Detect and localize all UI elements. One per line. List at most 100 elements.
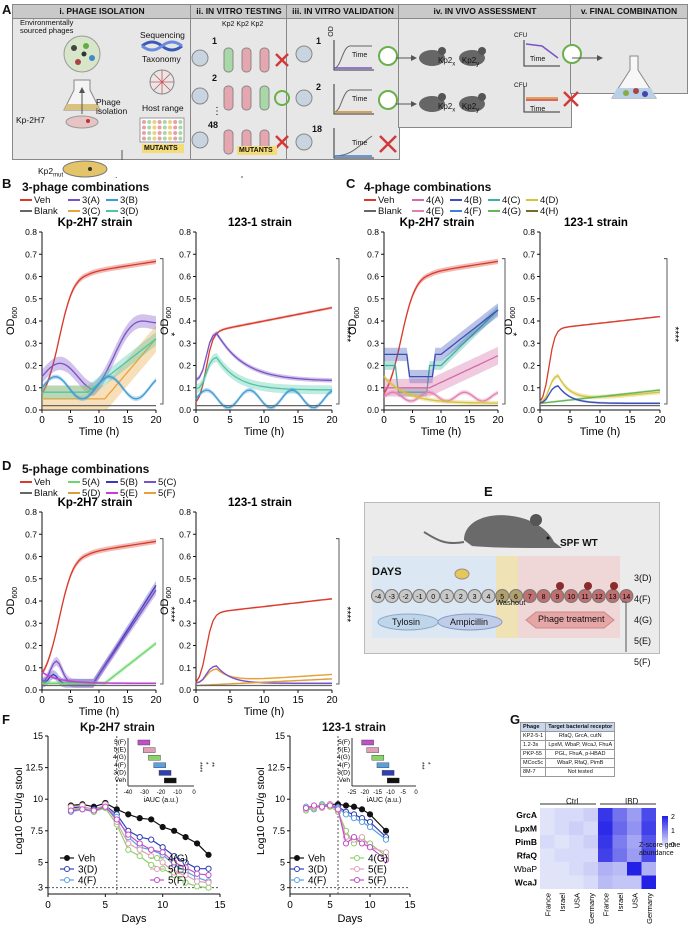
panel-f-123-series-point [358,834,366,841]
panel-f-123-series-point [342,811,350,818]
panel-f-kp-series-point [182,864,189,871]
legend-swatch [20,481,32,484]
panel-b-123-x-tick-label: 0 [193,415,199,426]
panel-f-kp-inset-label: 4(F) [114,762,126,769]
panel-d-kp-series-band [42,585,156,688]
heatmap-cell [612,848,627,862]
panel-d-kp-x-tick-label: 0 [39,695,45,706]
mini-plot-axes [333,40,374,71]
panel-label-g: G [510,712,521,727]
check-icon [274,90,290,106]
panel-c-123-sig-bracket [664,258,668,405]
panel-c-123-y-tick-label: 0.5 [523,294,535,304]
panel-c-123-y-tick-label: 0.2 [523,361,535,371]
heatmap-row-label: WbaP [514,864,537,874]
heatmap-cell [569,821,584,835]
colorbar-segment [662,844,668,847]
legend-label: Veh [34,195,51,206]
table-cell: KP2-5-1 [519,731,547,741]
panel-f-kp-inset-tick: 0 [192,790,196,796]
panel-f-kp-series-point [113,806,120,813]
panel-f-kp-series-point [182,834,189,841]
legend-label: Blank [378,206,402,217]
legend-item: 5(D) [68,488,106,499]
legend-swatch [20,492,32,495]
panel-f-kp-series-point [113,816,120,823]
panel-c-123-sig-text: **** [669,327,680,343]
valid-number-2: 2 [316,82,322,92]
panel-f-123-inset-label: 4(G) [337,754,350,761]
panel-f-123-x-tick-label: 15 [404,900,416,911]
panel-c-kp-x-tick-label: 15 [464,415,476,426]
legend-swatch [106,199,118,202]
panel-d-kp-x-label: Time (h) [79,706,120,718]
heatmap-cell [583,821,598,835]
host-range-dot [147,131,152,135]
day-circle [440,589,454,603]
panel-c-123-x-tick-label: 20 [654,415,666,426]
panel-f-kp-series-point [205,871,212,879]
table-row: PKP-55 PGL, FhuA, p-HBAD [519,749,616,759]
legend-marker [64,866,70,872]
panel-d-123-sig-bracket [336,538,340,685]
x-mark-icon [275,53,289,67]
panel-d-kp-y-tick-label: 0.8 [25,507,37,517]
panel-c-123-y-tick-label: 0.6 [523,272,535,282]
legend-item: Veh [364,195,412,206]
panel-f-kp-inset-label: Veh [115,777,127,784]
legend-label: 3(D) [78,865,97,876]
colorbar-segment [662,823,668,826]
panel-c-123-y-tick-label: 0.3 [523,338,535,348]
ellipsis-text: ⋮ [212,106,222,117]
panel-label-e: E [484,484,493,499]
day-number: 2 [459,594,463,601]
panel-f-kp-series-point [193,865,201,872]
panel-f-123-inset-label: 3(D) [337,769,350,776]
panel-f-kp-x-tick-label: 5 [103,900,109,911]
legend-item: 5(C) [144,477,182,488]
panel-c-123-x-tick-label: 10 [594,415,606,426]
table-cell: RfaQ, GrcA, cutN [545,731,616,741]
legend-label: 4(F) [78,876,96,887]
panel-label-d: D [2,458,12,473]
panel-f-kp-series-point [159,844,166,851]
panel-f-kp-series-point [148,861,155,869]
day-number: 7 [528,594,532,601]
panel-d-123-y-tick-label: 0.8 [179,507,191,517]
combo-item: 4(F) [634,594,651,604]
cfu-label-2: CFU [514,82,528,89]
legend-marker [294,877,300,883]
panel-f-kp-y-tick-label: 5 [38,857,43,867]
colorbar-segment [662,816,668,818]
panel-b-kp-x-tick-label: 0 [39,415,45,426]
panel-f-kp-series-point [193,870,201,877]
heatmap-cell [554,835,569,849]
panel-f-123-series-point [342,840,350,847]
colorbar-segment [662,832,668,835]
panel-label-f: F [2,712,10,727]
legend-item: 5(A) [68,477,106,488]
panel-b-kp-series-line [41,376,157,400]
panel-d-kp-series-line [41,540,157,674]
combo-item: 5(E) [634,636,652,646]
panel-f-kp-x-tick-label: 15 [214,900,226,911]
day-number: 1 [445,594,449,601]
panel-b-kp-x-tick-label: 10 [93,415,105,426]
legend-label: 5(F) [158,488,176,499]
stage-header: iv. IN VIVO ASSESSMENT [399,5,571,19]
panel-f-kp-series-point [171,859,178,866]
legend-marker [294,866,300,872]
mouse-label: Kp2 [461,102,477,111]
panel-f-123-y-tick-label: 15 [275,731,285,741]
heatmap-cell [598,808,613,822]
day-number: 10 [567,594,575,601]
panel-b-kp-series-band [42,258,156,397]
panel-c-kp-x-tick-label: 0 [381,415,387,426]
host-range-dot [147,125,152,130]
phage-number-48: 48 [208,120,219,130]
host-range-dot [152,131,157,135]
colorbar-segment [662,834,668,836]
panel-b-kp-y-tick-label: 0.3 [25,338,37,348]
panel-d-kp-y-tick-label: 0.3 [25,618,37,628]
host-range-dot [173,125,178,130]
